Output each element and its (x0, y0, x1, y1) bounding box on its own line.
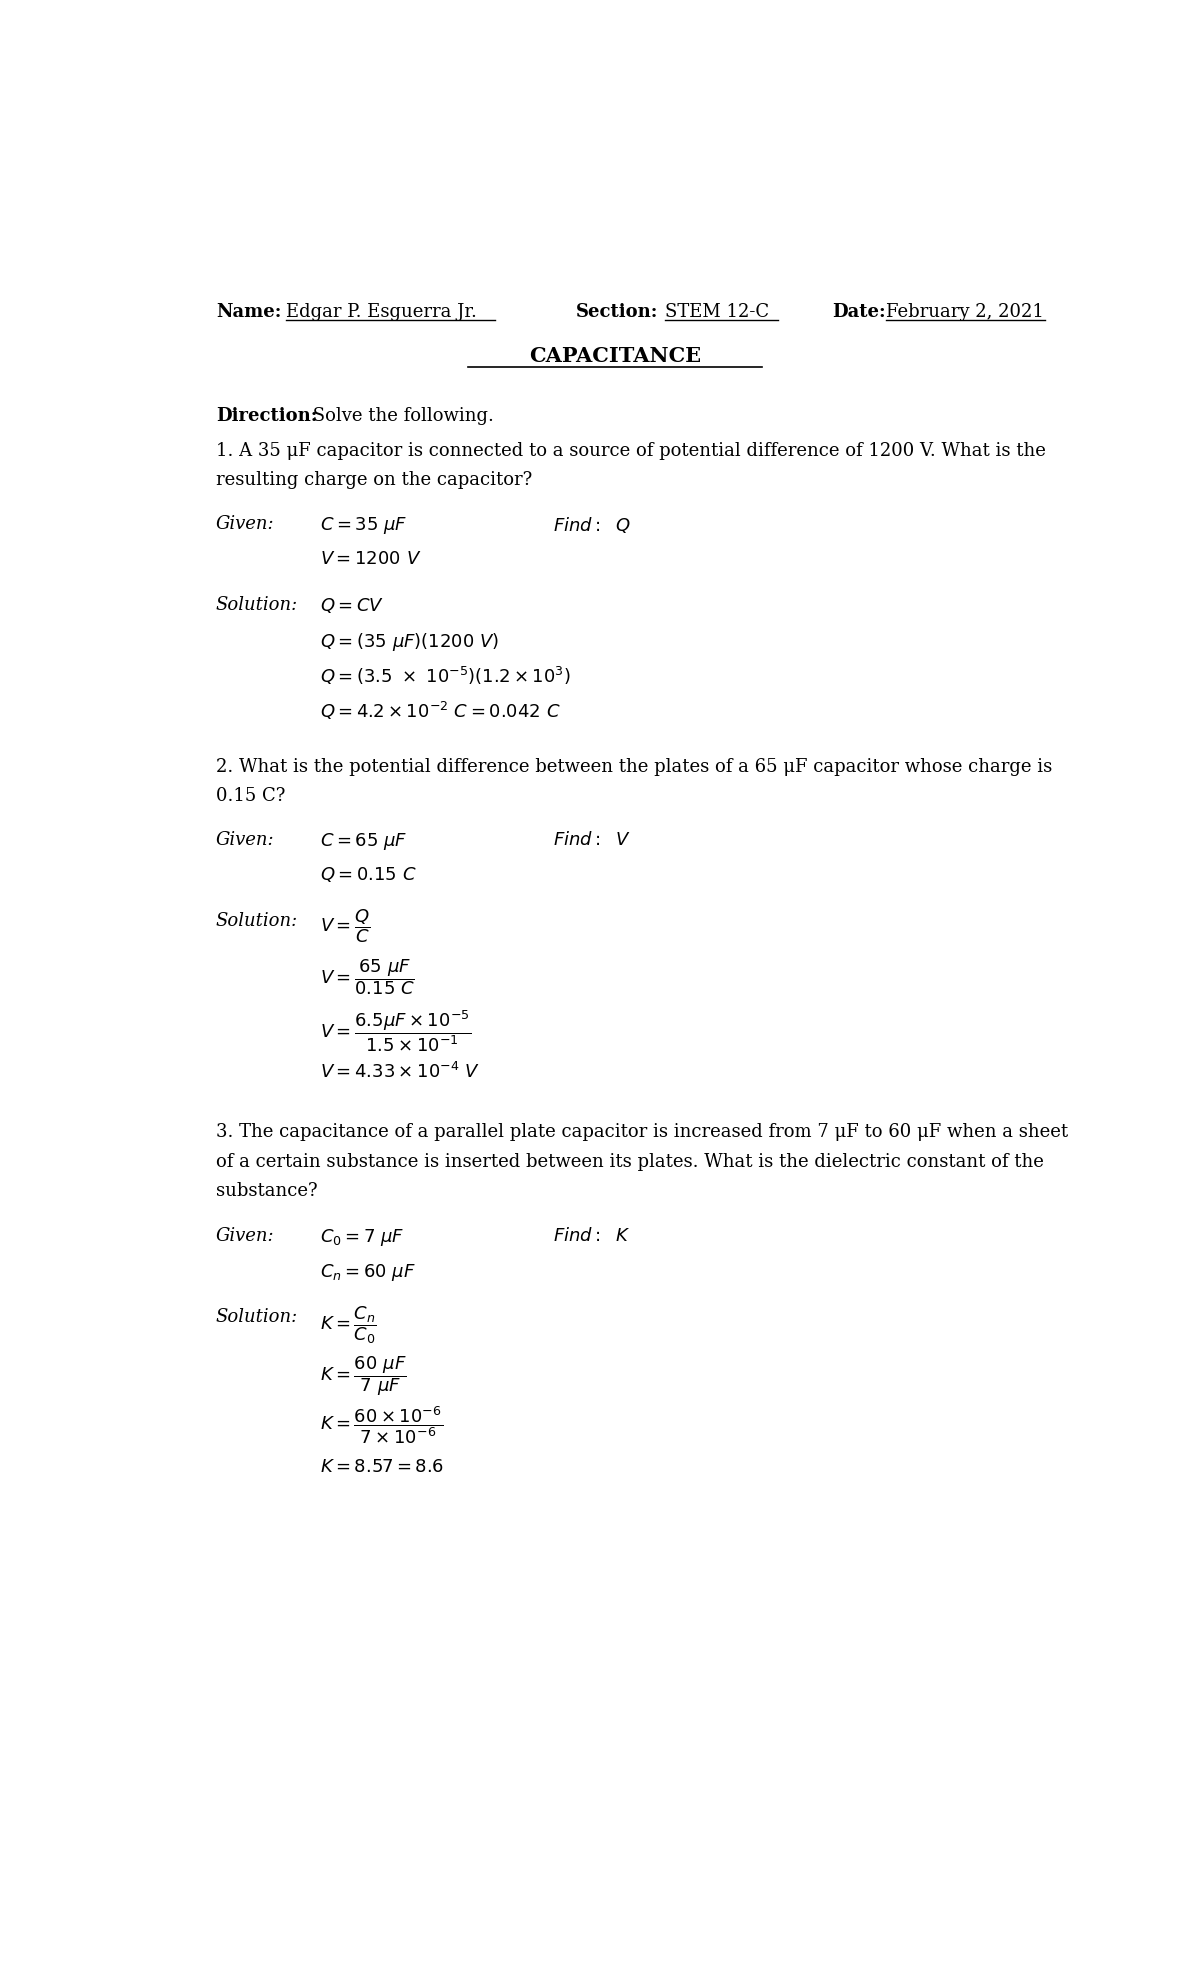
Text: Solution:: Solution: (216, 1308, 298, 1326)
Text: Section:: Section: (576, 304, 659, 322)
Text: 3. The capacitance of a parallel plate capacitor is increased from 7 μF to 60 μF: 3. The capacitance of a parallel plate c… (216, 1124, 1068, 1142)
Text: 0.15 C?: 0.15 C? (216, 786, 286, 804)
Text: $Q = 0.15\ C$: $Q = 0.15\ C$ (320, 865, 418, 885)
Text: $K = \dfrac{60\times 10^{-6}}{7\times 10^{-6}}$: $K = \dfrac{60\times 10^{-6}}{7\times 10… (320, 1405, 444, 1446)
Text: resulting charge on the capacitor?: resulting charge on the capacitor? (216, 470, 532, 490)
Text: $V = \dfrac{Q}{C}$: $V = \dfrac{Q}{C}$ (320, 907, 371, 945)
Text: of a certain substance is inserted between its plates. What is the dielectric co: of a certain substance is inserted betwe… (216, 1152, 1044, 1170)
Text: Direction:: Direction: (216, 407, 317, 425)
Text: $Q = 4.2\times 10^{-2}\ C = 0.042\ C$: $Q = 4.2\times 10^{-2}\ C = 0.042\ C$ (320, 700, 562, 721)
Text: Given:: Given: (216, 830, 275, 850)
Text: CAPACITANCE: CAPACITANCE (529, 346, 701, 366)
Text: $K = \dfrac{C_n}{C_0}$: $K = \dfrac{C_n}{C_0}$ (320, 1304, 378, 1346)
Text: Name:: Name: (216, 304, 281, 322)
Text: $K = 8.57 = 8.6$: $K = 8.57 = 8.6$ (320, 1458, 445, 1476)
Text: $V = 4.33\times 10^{-4}\ V$: $V = 4.33\times 10^{-4}\ V$ (320, 1061, 480, 1083)
Text: $C_n = 60\ \mu F$: $C_n = 60\ \mu F$ (320, 1263, 416, 1282)
Text: 2. What is the potential difference between the plates of a 65 μF capacitor whos: 2. What is the potential difference betw… (216, 757, 1052, 777)
Text: Given:: Given: (216, 516, 275, 534)
Text: February 2, 2021: February 2, 2021 (887, 304, 1044, 322)
Text: Date:: Date: (832, 304, 886, 322)
Text: Edgar P. Esguerra Jr.: Edgar P. Esguerra Jr. (286, 304, 476, 322)
Text: Given:: Given: (216, 1227, 275, 1245)
Text: $C = 65\ \mu F$: $C = 65\ \mu F$ (320, 830, 408, 852)
Text: $V = \dfrac{65\ \mu F}{0.15\ C}$: $V = \dfrac{65\ \mu F}{0.15\ C}$ (320, 958, 415, 998)
Text: $Q = (3.5\ \times\ 10^{-5})(1.2\times 10^{3})$: $Q = (3.5\ \times\ 10^{-5})(1.2\times 10… (320, 666, 571, 688)
Text: $C = 35\ \mu F$: $C = 35\ \mu F$ (320, 516, 408, 535)
Text: $Q = CV$: $Q = CV$ (320, 597, 385, 615)
Text: $C_0 = 7\ \mu F$: $C_0 = 7\ \mu F$ (320, 1227, 404, 1249)
Text: Solution:: Solution: (216, 911, 298, 929)
Text: Solve the following.: Solve the following. (306, 407, 493, 425)
Text: $K = \dfrac{60\ \mu F}{7\ \mu F}$: $K = \dfrac{60\ \mu F}{7\ \mu F}$ (320, 1354, 407, 1399)
Text: $\mathit{Find}\mathit{:}\ \ V$: $\mathit{Find}\mathit{:}\ \ V$ (553, 830, 631, 850)
Text: substance?: substance? (216, 1182, 318, 1199)
Text: 1. A 35 μF capacitor is connected to a source of potential difference of 1200 V.: 1. A 35 μF capacitor is connected to a s… (216, 443, 1045, 460)
Text: $\mathit{Find}\mathit{:}\ \ K$: $\mathit{Find}\mathit{:}\ \ K$ (553, 1227, 631, 1245)
Text: Solution:: Solution: (216, 597, 298, 615)
Text: $V = \dfrac{6.5\mu F\times 10^{-5}}{1.5\times 10^{-1}}$: $V = \dfrac{6.5\mu F\times 10^{-5}}{1.5\… (320, 1008, 472, 1053)
Text: $Q = (35\ \mu F)(1200\ V)$: $Q = (35\ \mu F)(1200\ V)$ (320, 630, 500, 652)
Text: $\mathit{Find}\mathit{:}\ \ Q$: $\mathit{Find}\mathit{:}\ \ Q$ (553, 516, 631, 535)
Text: STEM 12-C: STEM 12-C (665, 304, 769, 322)
Text: $V = 1200\ V$: $V = 1200\ V$ (320, 549, 422, 567)
